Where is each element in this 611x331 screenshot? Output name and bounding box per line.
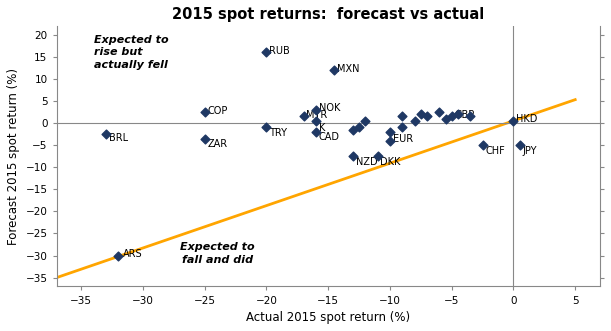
Point xyxy=(422,114,432,119)
X-axis label: Actual 2015 spot return (%): Actual 2015 spot return (%) xyxy=(246,311,410,324)
Text: CAD: CAD xyxy=(319,132,340,142)
Text: MXN: MXN xyxy=(337,64,360,74)
Point xyxy=(447,114,456,119)
Point xyxy=(354,125,364,130)
Point xyxy=(385,129,395,134)
Point xyxy=(311,129,321,134)
Point xyxy=(514,142,524,148)
Point xyxy=(360,118,370,123)
Point xyxy=(478,142,488,148)
Point xyxy=(299,114,309,119)
Point xyxy=(385,138,395,143)
Text: NZD: NZD xyxy=(356,157,378,167)
Text: TRY: TRY xyxy=(269,128,287,138)
Text: K: K xyxy=(319,123,325,133)
Point xyxy=(329,68,339,73)
Point xyxy=(434,109,444,115)
Text: NOK: NOK xyxy=(319,103,340,114)
Y-axis label: Forecast 2015 spot return (%): Forecast 2015 spot return (%) xyxy=(7,68,20,245)
Text: BRL: BRL xyxy=(109,133,128,143)
Point xyxy=(114,253,123,258)
Point xyxy=(466,114,475,119)
Text: CHF: CHF xyxy=(485,146,505,156)
Title: 2015 spot returns:  forecast vs actual: 2015 spot returns: forecast vs actual xyxy=(172,7,485,22)
Point xyxy=(397,114,407,119)
Text: ZAR: ZAR xyxy=(208,139,228,149)
Point xyxy=(348,127,358,132)
Point xyxy=(453,112,463,117)
Point xyxy=(200,136,210,141)
Point xyxy=(262,125,271,130)
Text: DKK: DKK xyxy=(381,157,401,167)
Text: GBP: GBP xyxy=(455,110,475,120)
Point xyxy=(397,125,407,130)
Point xyxy=(200,109,210,115)
Point xyxy=(311,107,321,113)
Point xyxy=(410,118,420,123)
Point xyxy=(101,131,111,137)
Point xyxy=(416,112,426,117)
Point xyxy=(348,154,358,159)
Text: Expected to
fall and did: Expected to fall and did xyxy=(180,242,254,265)
Text: COP: COP xyxy=(208,106,228,116)
Point xyxy=(508,118,518,123)
Point xyxy=(441,116,450,121)
Text: JPY: JPY xyxy=(522,146,537,156)
Text: MYR: MYR xyxy=(306,110,327,120)
Point xyxy=(311,118,321,123)
Point xyxy=(373,154,382,159)
Text: HKD: HKD xyxy=(516,115,538,124)
Text: RUB: RUB xyxy=(269,46,290,56)
Text: EUR: EUR xyxy=(393,134,413,144)
Point xyxy=(262,50,271,55)
Text: Expected to
rise but
actually fell: Expected to rise but actually fell xyxy=(93,35,168,70)
Text: ARS: ARS xyxy=(122,249,142,259)
